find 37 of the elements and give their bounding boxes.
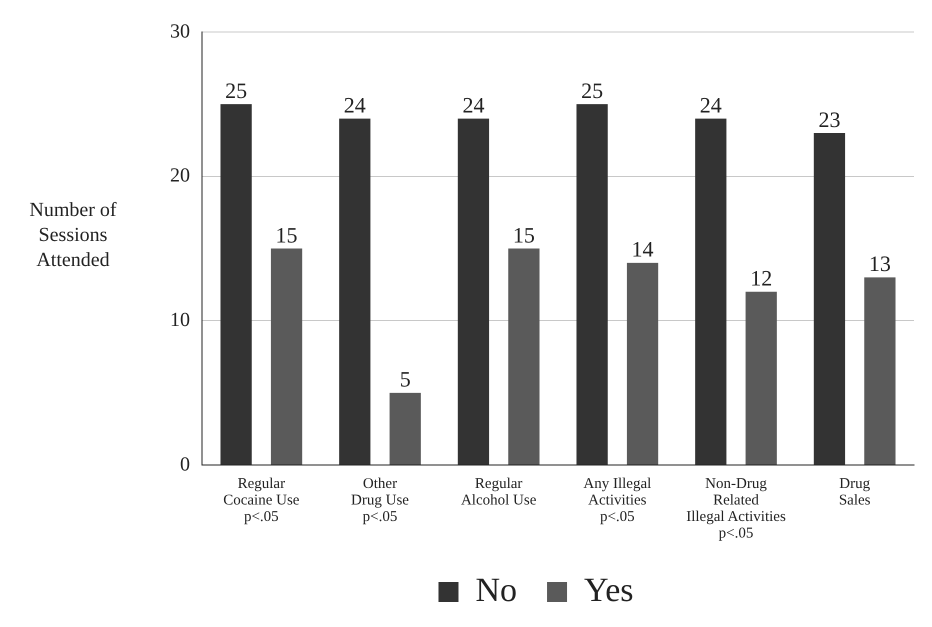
bar	[814, 133, 846, 464]
bar	[220, 104, 252, 464]
data-label: 5	[400, 366, 411, 392]
bar	[626, 262, 658, 464]
y-tick-label: 30	[170, 20, 190, 42]
data-label: 24	[344, 92, 366, 118]
y-tick-label: 20	[170, 164, 190, 187]
bar	[390, 392, 421, 464]
bar	[270, 248, 302, 464]
data-label: 25	[225, 78, 248, 103]
data-label: 25	[581, 78, 604, 103]
bar	[576, 104, 608, 464]
x-tick-label: Any Illegal Activities p<.05	[583, 476, 652, 526]
data-label: 15	[276, 222, 298, 248]
bar	[458, 118, 490, 464]
bar	[508, 248, 540, 464]
legend-label: Yes	[584, 572, 634, 609]
data-label: 15	[512, 222, 535, 248]
x-tick-label: Regular Cocaine Use p<.05	[223, 476, 300, 526]
data-label: 23	[818, 106, 840, 132]
data-label: 14	[632, 236, 654, 262]
bar	[746, 292, 777, 464]
x-tick-label: Regular Alcohol Use	[460, 476, 537, 509]
y-tick-label: 0	[180, 453, 190, 476]
data-label: 13	[868, 251, 891, 276]
data-label: 24	[700, 92, 722, 118]
data-label: 12	[750, 266, 772, 291]
x-tick-label: Other Drug Use p<.05	[351, 476, 410, 526]
legend-label: No	[475, 572, 518, 609]
bar	[864, 277, 896, 464]
bar	[339, 118, 370, 464]
bar	[695, 118, 726, 464]
x-tick-label: Non-Drug Related Illegal Activities p<.05	[686, 476, 786, 542]
x-tick-label: Drug Sales	[838, 476, 871, 509]
y-axis-title: Number of Sessions Attended	[28, 198, 118, 273]
y-tick-label: 10	[170, 308, 190, 331]
data-label: 24	[462, 92, 484, 118]
